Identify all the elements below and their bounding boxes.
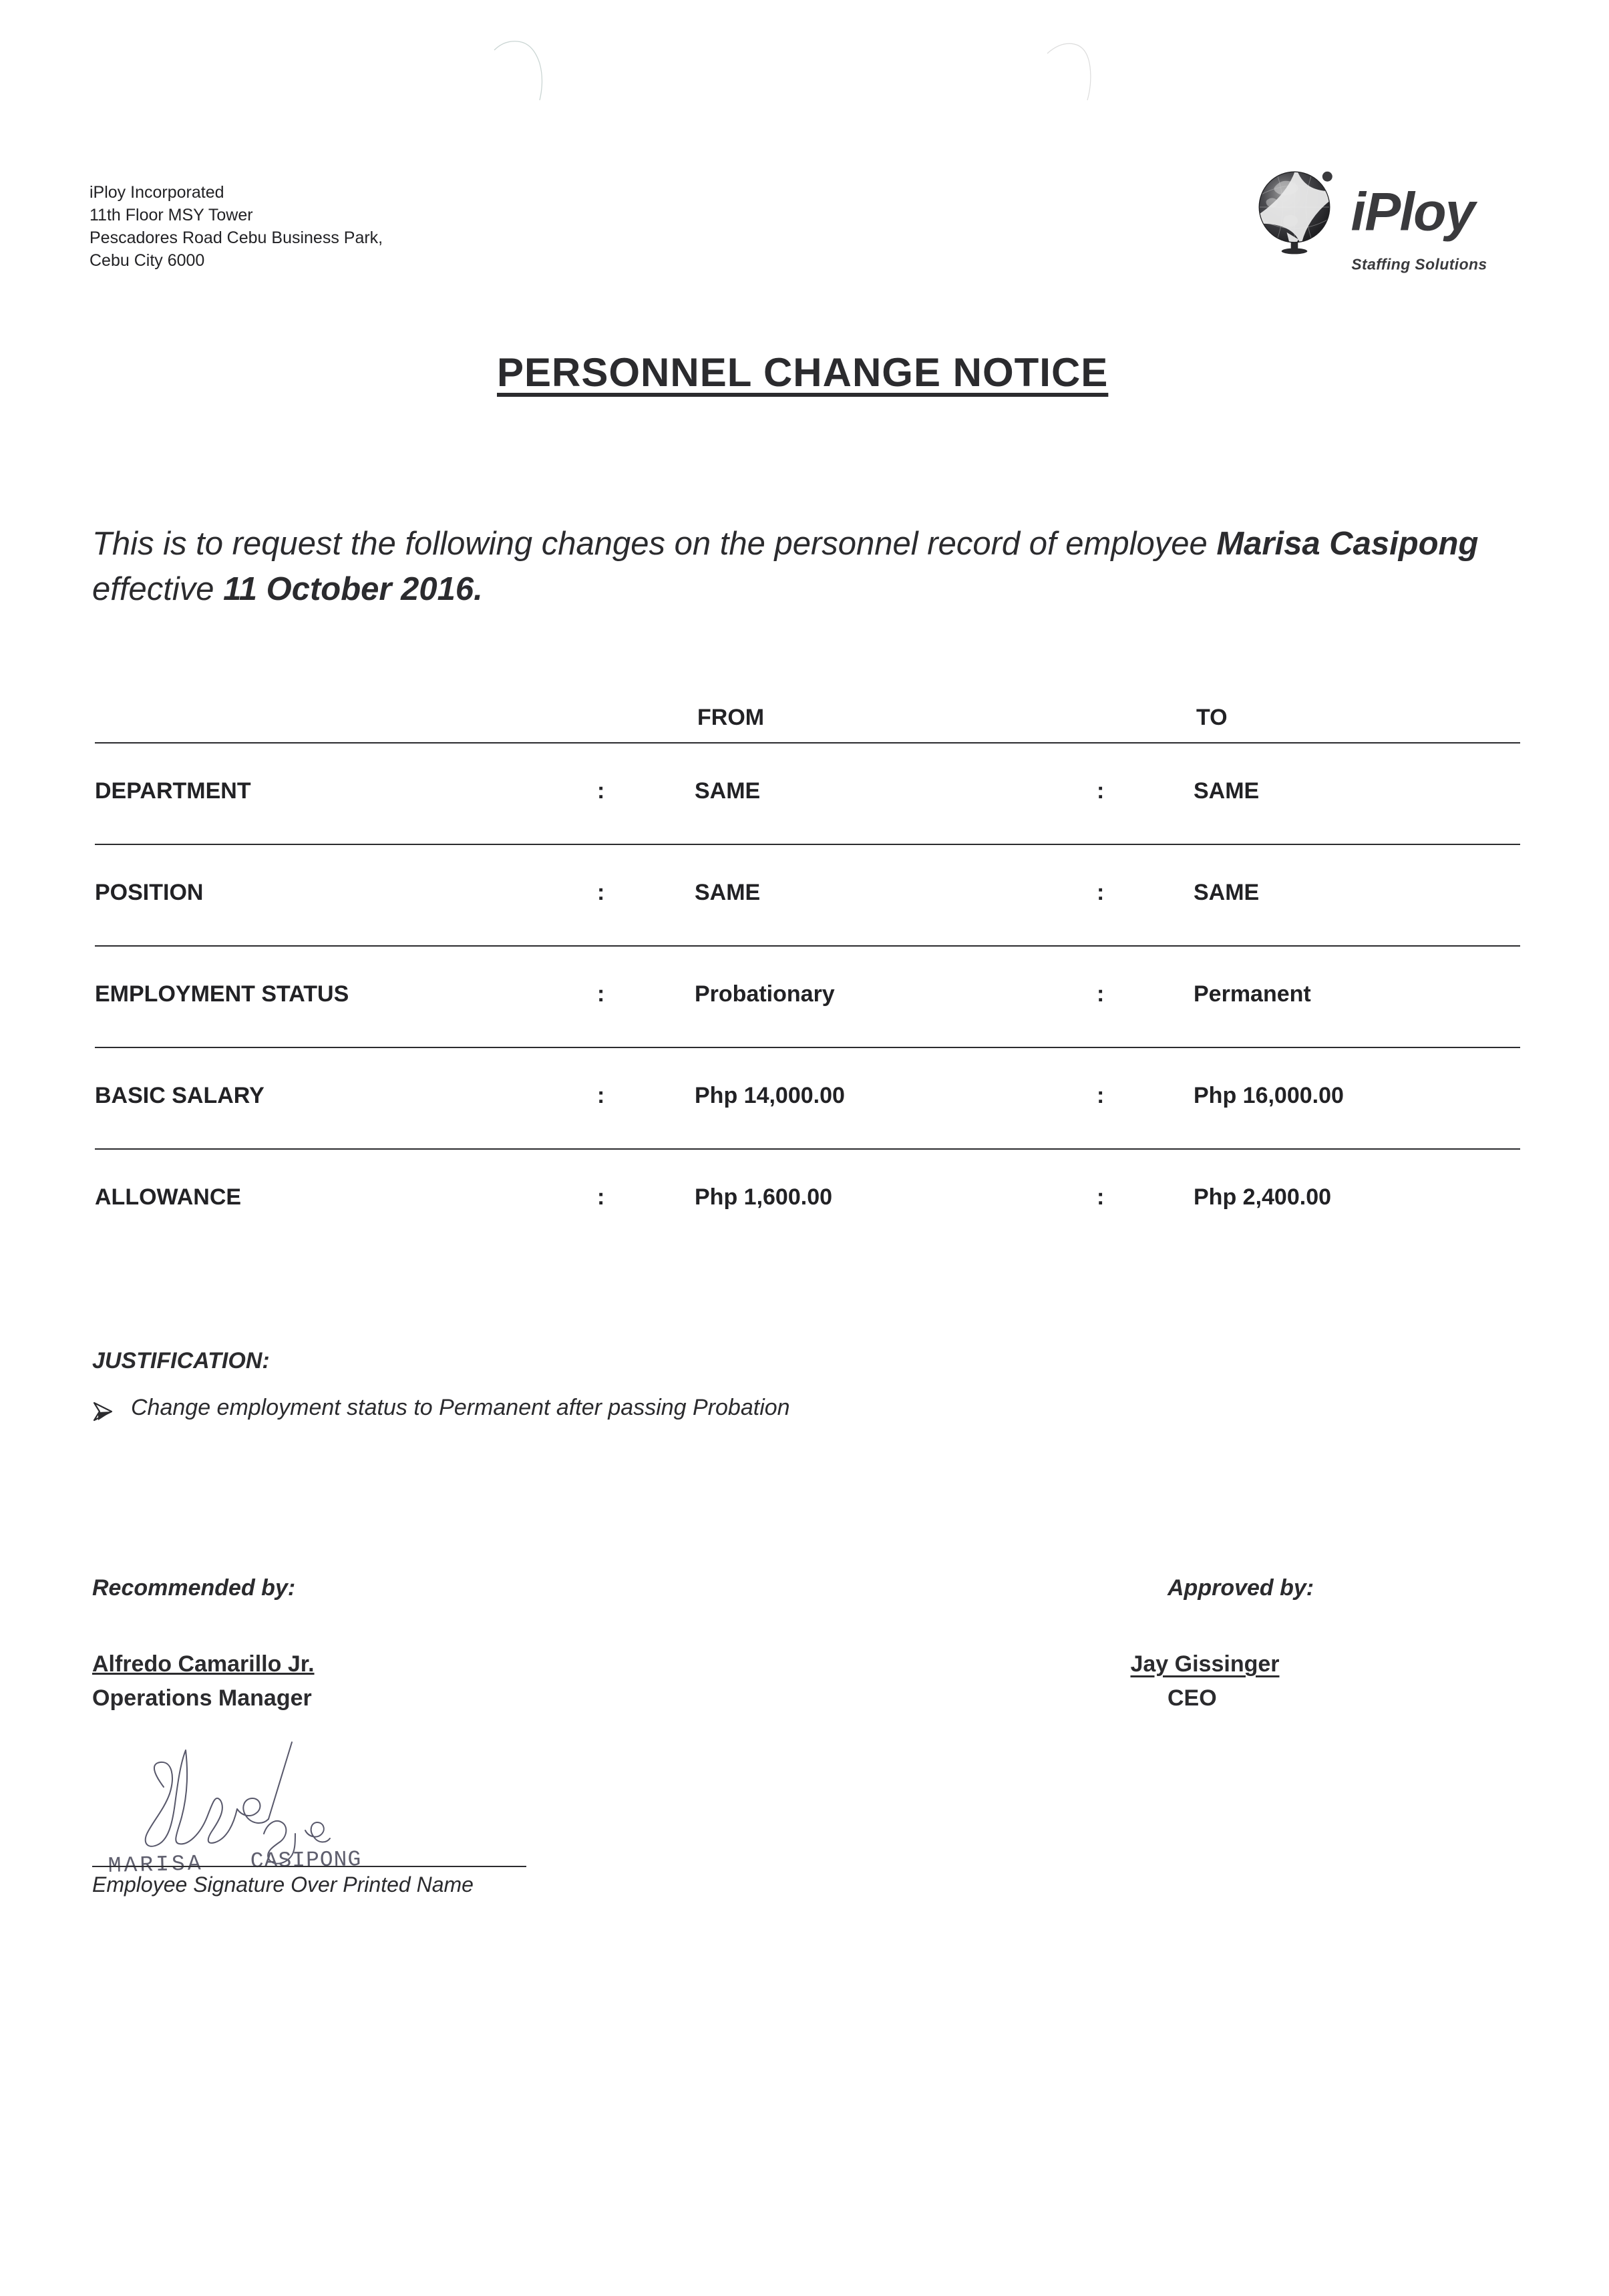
- svg-text:CASIPONG: CASIPONG: [250, 1847, 362, 1874]
